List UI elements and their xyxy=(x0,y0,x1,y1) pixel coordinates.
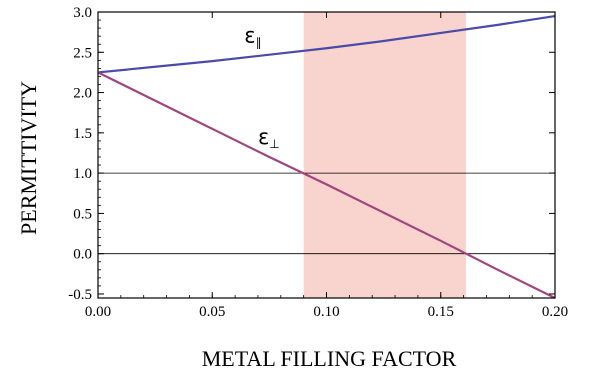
x-tick-label: 0.00 xyxy=(85,304,111,320)
series-line-perpendicular xyxy=(97,71,556,299)
plot-area: 0.00 0.05 0.10 0.15 0.20 -0.5 0.0 0.5 1.0 1.5 2.0 2… xyxy=(68,5,568,320)
y-tick-label: 2.0 xyxy=(73,86,92,102)
y-tick-label: 1.5 xyxy=(73,126,92,142)
series-label-parallel: ε∥ xyxy=(244,24,261,50)
y-tick-label: 2.5 xyxy=(73,45,92,61)
y-tick-label: 0.5 xyxy=(73,206,92,222)
series-line-parallel xyxy=(97,14,556,74)
x-tick-label: 0.10 xyxy=(313,304,339,320)
y-tick-label: 1.0 xyxy=(73,166,92,182)
x-axis-title: METAL FILLING FACTOR xyxy=(202,346,457,371)
y-tick-label: 3.0 xyxy=(73,5,92,21)
x-tick-label: 0.20 xyxy=(542,304,568,320)
y-axis-title: PERMITTIVITY xyxy=(16,81,41,235)
x-tick-label: 0.05 xyxy=(199,304,225,320)
y-tick-label: -0.5 xyxy=(68,287,92,303)
shaded-region xyxy=(303,12,466,298)
y-tick-label: 0.0 xyxy=(73,247,92,263)
x-tick-label: 0.15 xyxy=(428,304,454,320)
series-label-perpendicular: ε⊥ xyxy=(258,125,280,151)
